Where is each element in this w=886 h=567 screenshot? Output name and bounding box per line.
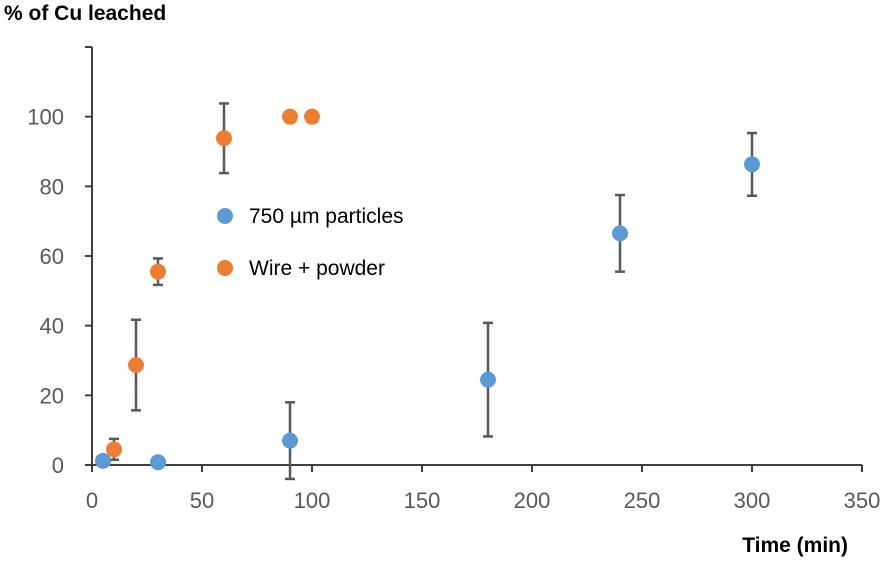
y-tick-label: 100	[27, 105, 64, 130]
data-point-particles	[612, 225, 628, 242]
legend-label-particles: 750 µm particles	[249, 205, 404, 228]
legend-label-wire-powder: Wire + powder	[249, 257, 385, 280]
y-tick-label: 60	[40, 244, 64, 269]
data-point-particles	[95, 452, 111, 469]
data-point-wire-powder	[106, 441, 122, 458]
data-point-wire-powder	[282, 108, 298, 125]
x-axis-title: Time (min)	[742, 534, 848, 557]
legend-marker-wire-powder	[217, 260, 233, 276]
x-tick-label: 100	[294, 488, 331, 513]
x-tick-label: 0	[86, 488, 98, 513]
data-point-wire-powder	[216, 130, 232, 147]
x-tick-label: 150	[404, 488, 441, 513]
data-point-particles	[480, 371, 496, 388]
y-tick-label: 40	[40, 314, 64, 339]
legend: 750 µm particles Wire + powder	[217, 205, 404, 280]
x-tick-label: 200	[514, 488, 551, 513]
y-tick-label: 80	[40, 174, 64, 199]
y-axis-ticks: 0 20 40 60 80 100	[27, 46, 92, 478]
y-axis-title: % of Cu leached	[4, 2, 166, 25]
data-point-particles	[744, 156, 760, 173]
x-tick-label: 350	[844, 488, 881, 513]
data-point-wire-powder	[304, 108, 320, 125]
x-tick-label: 50	[190, 488, 214, 513]
data-point-wire-powder	[150, 263, 166, 280]
legend-marker-particles	[217, 208, 233, 224]
data-point-wire-powder	[128, 357, 144, 374]
y-tick-label: 20	[40, 383, 64, 408]
data-point-particles	[150, 454, 166, 471]
x-axis-ticks: 0 50 100 150 200 250 300 350	[86, 465, 880, 513]
x-tick-label: 300	[734, 488, 771, 513]
x-tick-label: 250	[624, 488, 661, 513]
error-bars	[109, 102, 757, 481]
y-tick-label: 0	[52, 453, 64, 478]
data-point-particles	[282, 432, 298, 449]
data-points	[95, 108, 760, 471]
